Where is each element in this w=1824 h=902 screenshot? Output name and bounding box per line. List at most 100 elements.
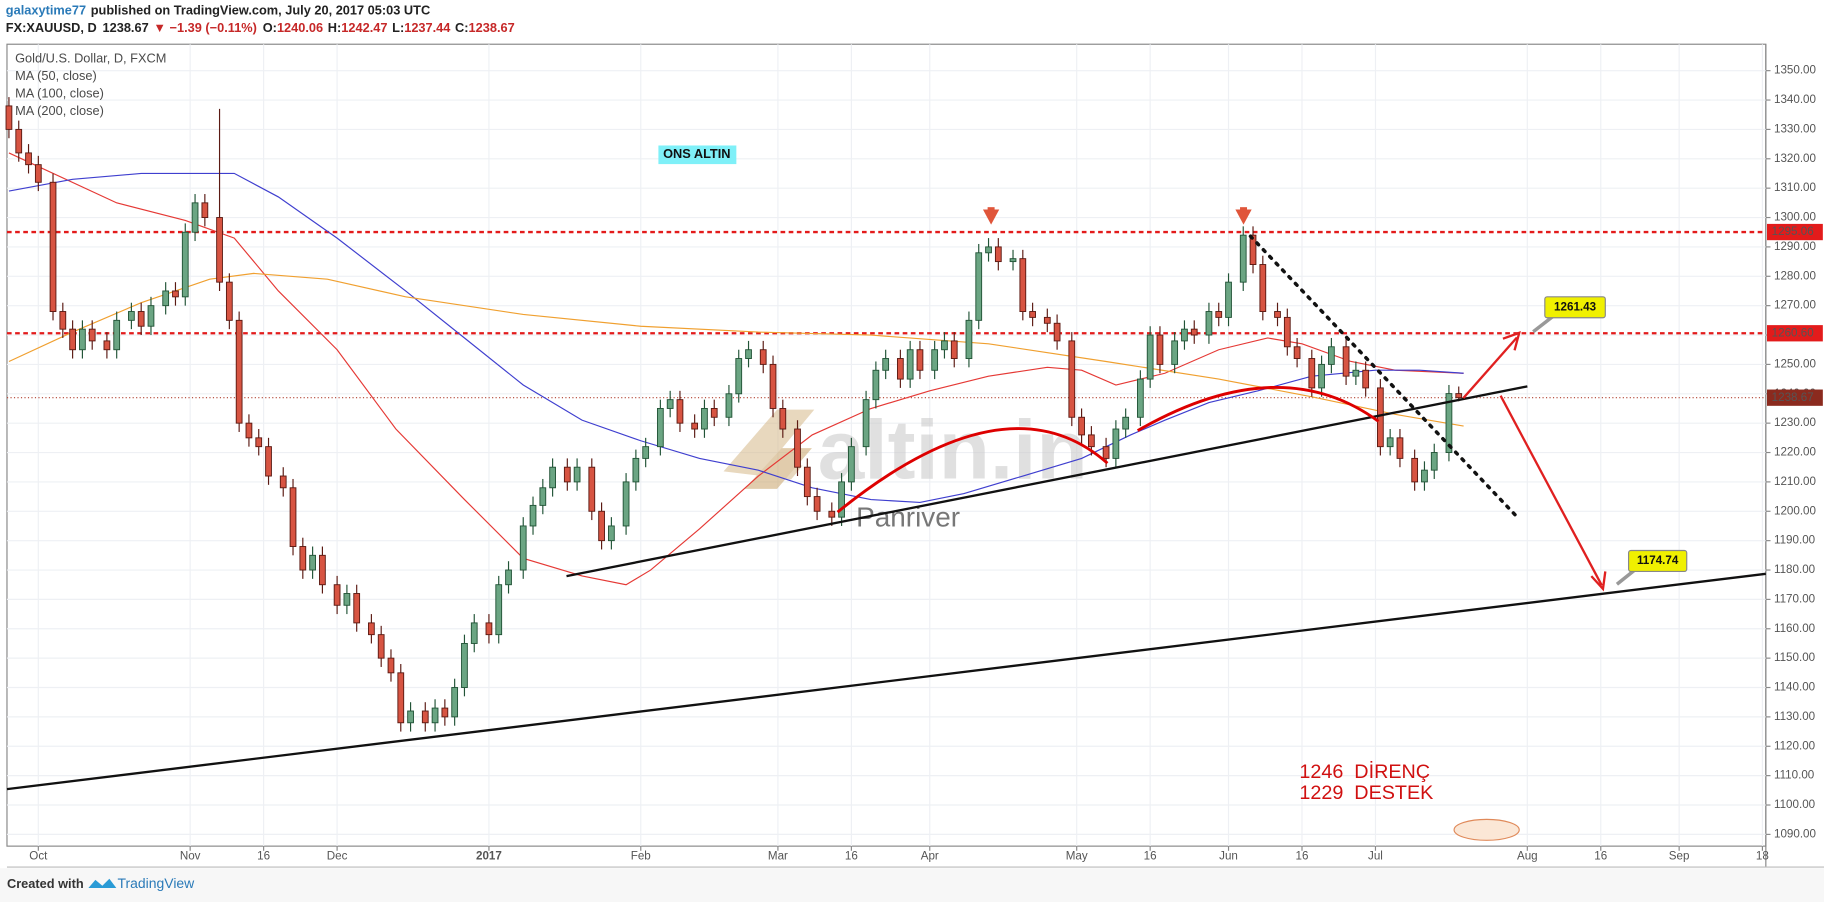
candle-body: [1136, 378, 1144, 418]
candle-body: [1171, 340, 1179, 365]
candle-body: [642, 446, 650, 459]
y-tick-label: 1350.00: [1774, 64, 1817, 77]
note: 1229 DESTEK: [1299, 782, 1433, 804]
badge: [1453, 818, 1520, 841]
candle-body: [49, 181, 57, 312]
candle-body: [666, 399, 674, 409]
candle-body: [225, 281, 233, 321]
candle-body: [235, 319, 243, 424]
candle-body: [1181, 328, 1188, 342]
candle-body: [1122, 416, 1130, 430]
moving-average: [8, 172, 1464, 504]
candle-body: [309, 554, 316, 571]
y-tick-label: 1250.00: [1774, 357, 1817, 370]
candle-body: [573, 466, 581, 483]
candle-body: [343, 593, 351, 606]
candle-body: [128, 311, 135, 321]
candle-body: [563, 466, 571, 483]
candle-body: [1215, 311, 1223, 318]
candle-body: [505, 569, 512, 586]
candle-body: [1249, 234, 1257, 265]
arrow-head: [1502, 331, 1521, 351]
candle-body: [387, 657, 395, 674]
marker-arrow: [1240, 207, 1248, 212]
axes: 1350.00 1340.00 1330.00 1320.00 1310.00 1300.…: [29, 64, 1823, 863]
x-tick-label: Dec: [327, 850, 348, 863]
candle-body: [862, 399, 870, 448]
x-tick-label: Mar: [768, 850, 788, 863]
candle-body: [137, 311, 145, 327]
candle-body: [470, 622, 478, 644]
candle-body: [1308, 358, 1316, 389]
candle-body: [1259, 264, 1267, 312]
candle-body: [88, 328, 96, 342]
candle-body: [1009, 258, 1017, 263]
arc: [836, 427, 1109, 514]
candle-body: [162, 290, 170, 307]
header-line: galaxytime77 published on TradingView.com…: [6, 3, 430, 18]
candle-body: [549, 466, 556, 489]
candle-body: [319, 554, 326, 586]
candle-body: [103, 340, 111, 351]
candle-body: [813, 496, 821, 512]
footer-logo: [88, 878, 117, 889]
y-tick-label: 1330.00: [1774, 122, 1817, 135]
candle-body: [201, 202, 209, 218]
candle-body: [1043, 316, 1051, 324]
legend-entry: MA (50, close): [15, 68, 97, 83]
moving-average: [8, 152, 1464, 586]
y-tick-label: 1120.00: [1774, 739, 1816, 752]
y-tick-label: 1190.00: [1774, 534, 1816, 547]
candle-body: [1156, 334, 1164, 365]
candle-body: [441, 707, 449, 718]
candle-body: [1342, 346, 1350, 377]
x-tick-label: 16: [1144, 850, 1157, 863]
x-tick-label: Apr: [921, 850, 939, 863]
candle-body: [485, 622, 493, 636]
y-tick-label: 1170.00: [1774, 592, 1816, 605]
candle-body: [1293, 346, 1301, 359]
candle-body: [588, 466, 596, 512]
change: ▼ −1.39 (−0.11%): [153, 20, 257, 35]
author[interactable]: galaxytime77: [6, 3, 86, 18]
x-tick-label: Nov: [180, 850, 201, 863]
arc: [1136, 385, 1380, 432]
candle-body: [622, 481, 630, 527]
candle-body: [1376, 387, 1384, 448]
label-box: [658, 145, 737, 165]
candle-body: [769, 363, 777, 409]
candle-body: [69, 328, 76, 351]
candle-body: [191, 202, 199, 233]
candle-body: [1318, 363, 1325, 389]
candle-body: [838, 481, 845, 518]
candle-body: [745, 349, 752, 359]
x-tick-label: 2017: [476, 850, 502, 863]
candle-body: [1112, 428, 1120, 459]
candle-body: [656, 407, 664, 448]
candle-body: [872, 369, 880, 401]
y-tick-label: 1180.00: [1774, 563, 1816, 576]
footer-brand[interactable]: TradingView: [117, 875, 195, 891]
candle-body: [985, 246, 992, 254]
x-tick-label: Feb: [631, 850, 651, 863]
candle-body: [5, 105, 13, 130]
y-tick-label: 1150.00: [1774, 651, 1816, 664]
candle-body: [1362, 369, 1370, 389]
y-tick-label: 1090.00: [1774, 827, 1817, 840]
note: 1246 DİRENÇ: [1299, 760, 1430, 783]
candle-body: [1455, 393, 1463, 399]
candle-body: [1411, 457, 1419, 483]
candle-body: [529, 504, 537, 527]
candle-body: [59, 311, 67, 330]
candle-body: [608, 525, 615, 542]
candle-body: [931, 349, 939, 371]
price: 1238.67: [103, 20, 149, 35]
candle-body: [289, 487, 297, 547]
marker-arrow: [1235, 209, 1252, 225]
y-tick-label: 1200.00: [1774, 504, 1817, 517]
published: published on TradingView.com, July 20, 2…: [91, 3, 430, 18]
candle-body: [1053, 322, 1061, 342]
candle-body: [431, 707, 439, 724]
last-price-box: [1767, 389, 1823, 406]
y-tick-label: 1230.00: [1774, 416, 1817, 429]
